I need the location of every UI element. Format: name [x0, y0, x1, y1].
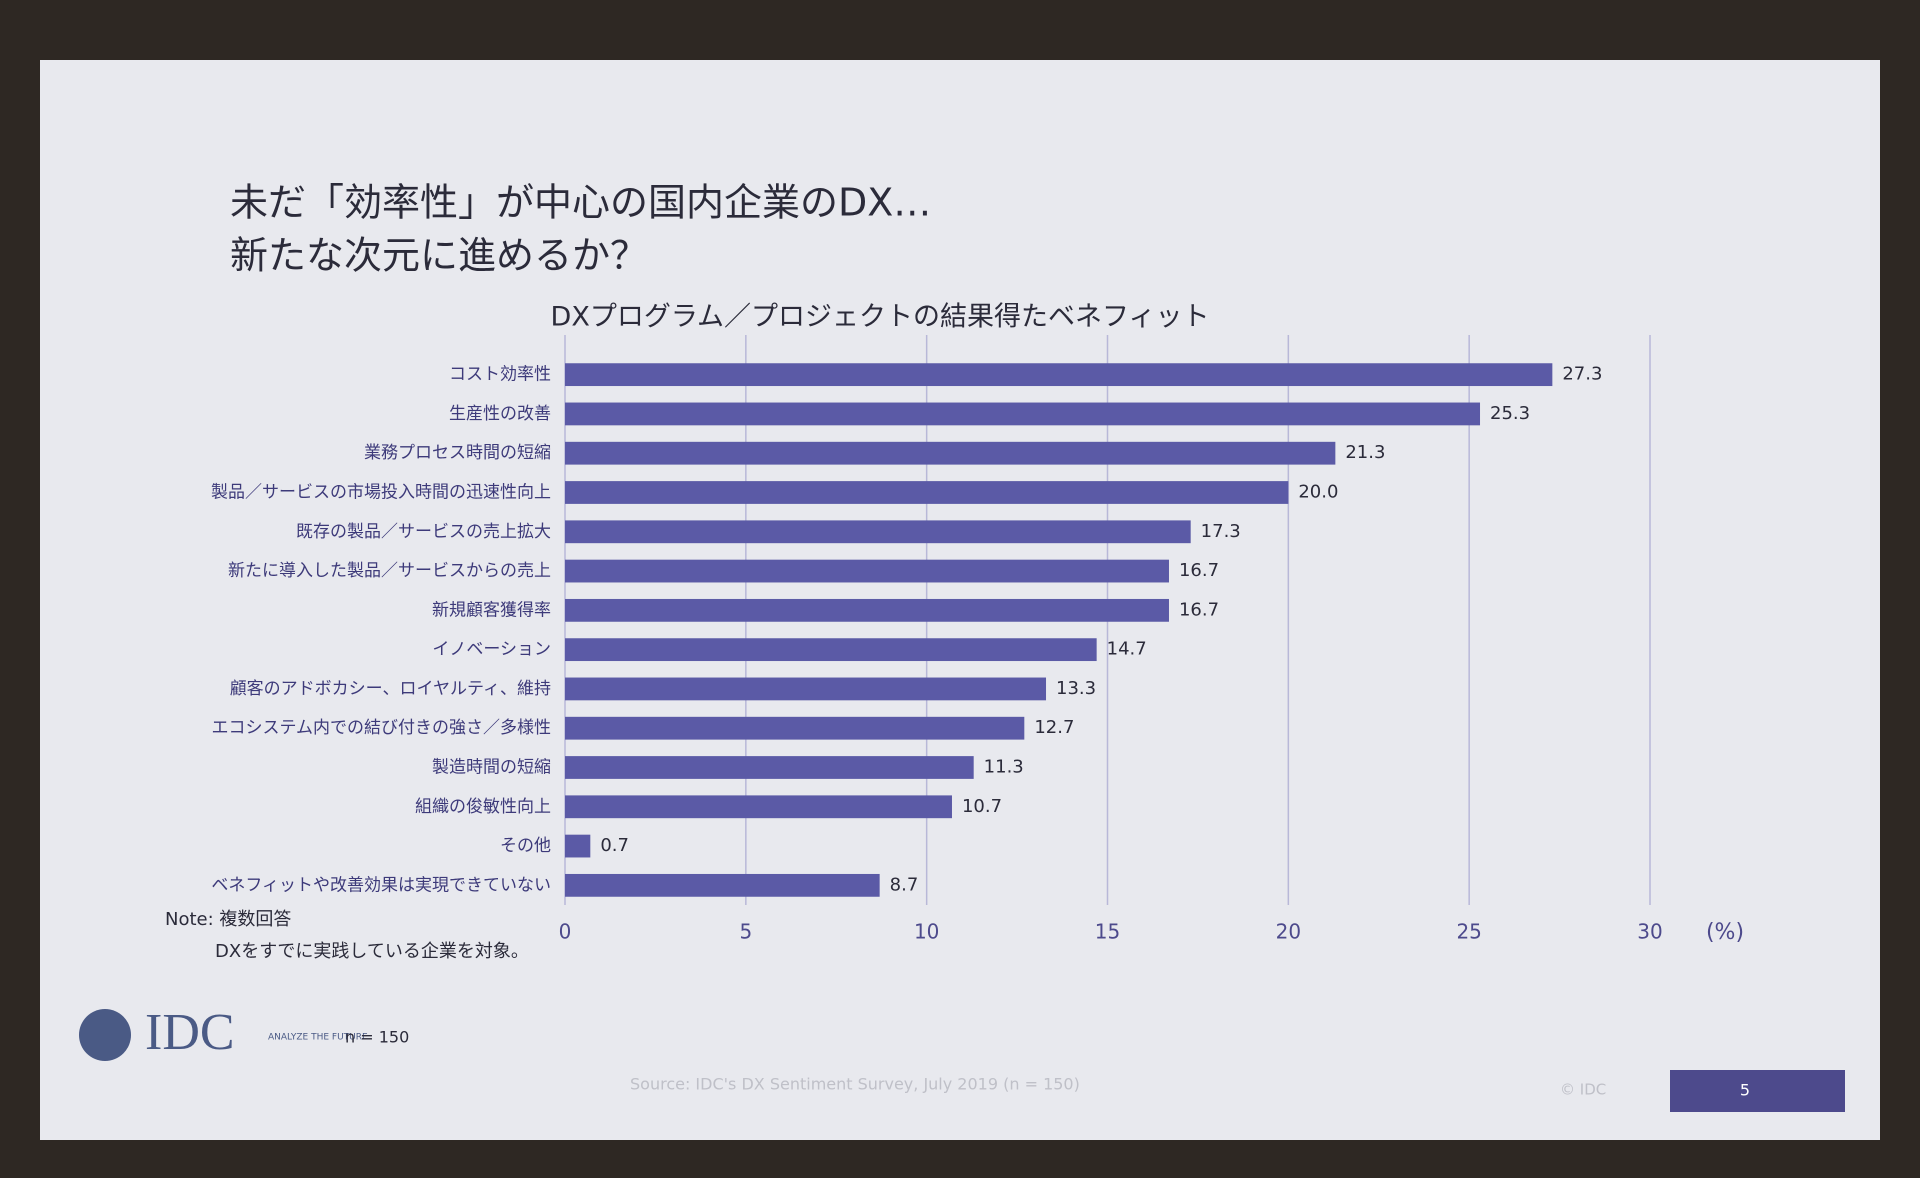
- value-label: 0.7: [600, 835, 629, 856]
- bar: [565, 402, 1481, 426]
- value-label: 13.3: [1056, 678, 1096, 699]
- value-label: 11.3: [984, 757, 1024, 778]
- value-label: 27.3: [1562, 364, 1602, 385]
- sample-size: n = 150: [345, 1028, 409, 1047]
- logo-tagline: ANALYZE THE FUTURE: [268, 1033, 368, 1043]
- x-tick-label: 15: [1095, 920, 1120, 944]
- bar: [565, 756, 974, 779]
- y-tick-label: 新たに導入した製品／サービスからの売上: [228, 561, 551, 581]
- y-tick-label: 業務プロセス時間の短縮: [364, 443, 551, 463]
- bar: [565, 677, 1047, 701]
- y-tick-label: 新規顧客獲得率: [432, 600, 551, 620]
- x-unit: (%): [1706, 920, 1744, 945]
- logo-globe: [79, 1009, 131, 1061]
- y-tick-label: イノベーション: [432, 640, 551, 660]
- chart-title: DXプログラム／プロジェクトの結果得たベネフィット: [551, 302, 1210, 333]
- bar: [565, 716, 1025, 740]
- bar: [565, 873, 880, 897]
- value-label: 14.7: [1107, 639, 1147, 660]
- note: Note: 複数回答: [165, 909, 291, 930]
- source: Source: IDC's DX Sentiment Survey, July …: [630, 1075, 1080, 1094]
- y-tick-label: 生産性の改善: [449, 404, 551, 424]
- page-number-box: [1670, 1070, 1845, 1112]
- x-tick-label: 0: [559, 920, 572, 944]
- copyright: © IDC: [1560, 1081, 1606, 1099]
- bar: [565, 795, 952, 819]
- value-label: 16.7: [1179, 599, 1219, 620]
- y-tick-label: その他: [500, 836, 551, 856]
- value-label: 25.3: [1490, 403, 1530, 424]
- bar: [565, 363, 1553, 387]
- y-tick-label: 製造時間の短縮: [432, 758, 551, 778]
- x-tick-label: 25: [1456, 920, 1481, 944]
- x-tick-label: 10: [914, 920, 939, 944]
- logo-name: IDC: [145, 1004, 235, 1061]
- y-tick-label: ベネフィットや改善効果は実現できていない: [211, 875, 551, 895]
- value-label: 21.3: [1345, 442, 1385, 463]
- y-tick-label: 既存の製品／サービスの売上拡大: [296, 522, 551, 542]
- bar: [565, 598, 1169, 622]
- bar: [565, 559, 1169, 583]
- value-label: 17.3: [1201, 521, 1241, 542]
- value-label: 12.7: [1034, 717, 1074, 738]
- bar: [565, 834, 591, 858]
- x-tick-label: 20: [1276, 920, 1301, 944]
- note: DXをすでに実践している企業を対象。: [215, 941, 529, 962]
- value-label: 8.7: [890, 874, 919, 895]
- value-label: 20.0: [1298, 482, 1338, 503]
- slide-title: 新たな次元に進めるか？: [230, 234, 648, 278]
- y-tick-label: コスト効率性: [449, 365, 551, 385]
- bar: [565, 638, 1097, 662]
- logo: IDC ANALYZE THE FUTURE: [79, 1004, 368, 1061]
- x-tick-label: 30: [1637, 920, 1662, 944]
- bar: [565, 520, 1191, 544]
- slide-title: 未だ「効率性」が中心の国内企業のDX…: [230, 181, 931, 225]
- bar: [565, 441, 1336, 465]
- value-label: 16.7: [1179, 560, 1219, 581]
- bar: [565, 481, 1289, 504]
- page-number: 5: [1740, 1081, 1750, 1100]
- value-label: 10.7: [962, 796, 1002, 817]
- y-tick-label: 組織の俊敏性向上: [415, 797, 551, 817]
- x-tick-label: 5: [739, 920, 752, 944]
- y-tick-label: エコシステム内での結び付きの強さ／多様性: [212, 718, 552, 738]
- y-tick-label: 顧客のアドボカシー、ロイヤルティ、維持: [230, 679, 551, 699]
- y-tick-label: 製品／サービスの市場投入時間の迅速性向上: [211, 483, 551, 503]
